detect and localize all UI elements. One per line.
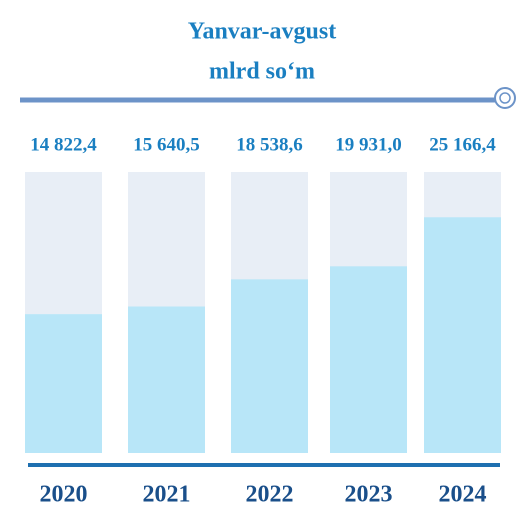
rule-icon <box>494 87 516 109</box>
x-tick-label: 2024 <box>439 482 487 508</box>
bar <box>424 217 501 453</box>
value-label: 19 931,0 <box>335 134 402 155</box>
value-label: 14 822,4 <box>30 134 97 155</box>
chart-subtitle: mlrd so‘m <box>209 59 315 85</box>
value-label: 15 640,5 <box>133 134 200 155</box>
chart-title: Yanvar-avgust <box>188 19 336 45</box>
x-tick-label: 2023 <box>345 482 393 508</box>
bar <box>330 266 407 453</box>
bar <box>25 314 102 453</box>
x-tick-label: 2021 <box>143 482 191 508</box>
value-label: 25 166,4 <box>429 134 496 155</box>
rule-icon-inner <box>499 92 511 104</box>
x-tick-label: 2022 <box>246 482 294 508</box>
value-label: 18 538,6 <box>236 134 303 155</box>
bar <box>231 279 308 453</box>
x-tick-label: 2020 <box>40 482 88 508</box>
bar <box>128 306 205 453</box>
